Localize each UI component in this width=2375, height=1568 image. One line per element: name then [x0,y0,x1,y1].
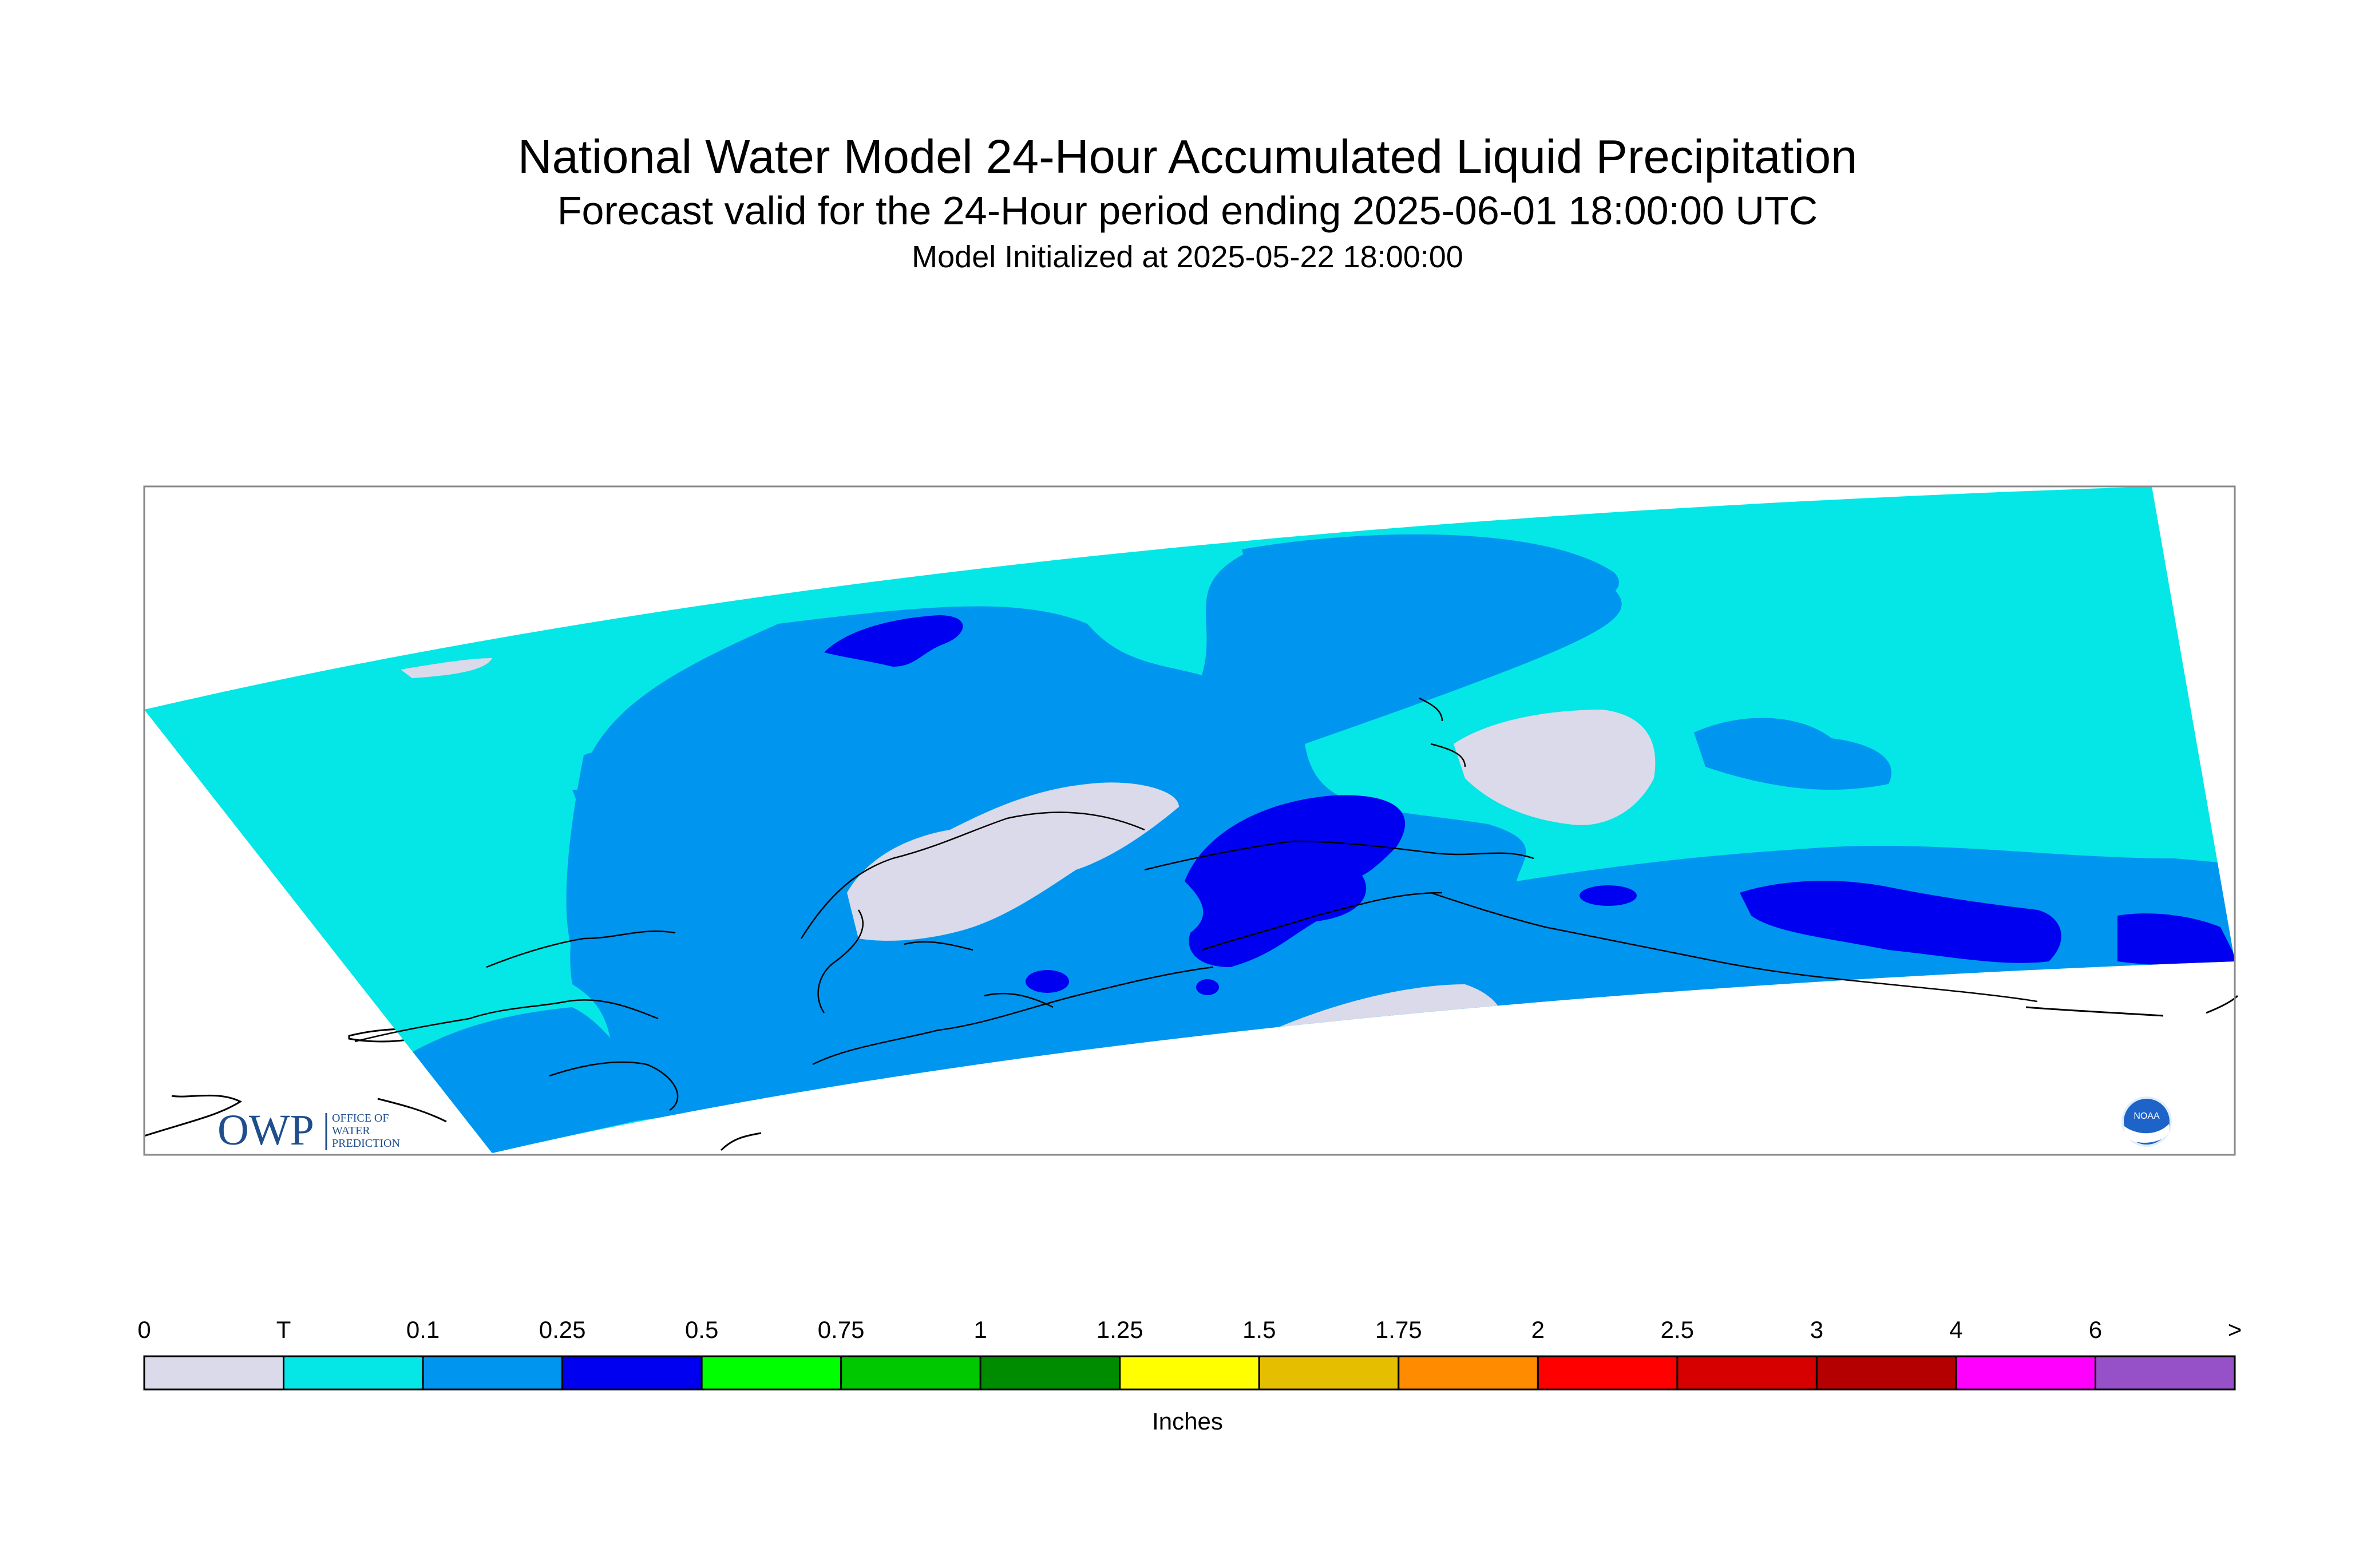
moderate-precip-region-north [824,615,963,667]
legend-tick-label: 4 [1949,1316,1962,1343]
legend-tick-label: 1 [974,1316,987,1343]
no-precip-region-east [1454,710,1656,825]
noaa-logo: NOAA [2121,1096,2172,1147]
no-precip-region-center [847,782,1179,941]
legend-swatch [1398,1355,1539,1391]
legend-tick-label: 1.25 [1097,1316,1143,1343]
moderate-precip-region-center [1185,795,1406,967]
legend-tick-label: 0.5 [685,1316,718,1343]
moderate-precip-spot-2 [1026,970,1069,993]
light-precip-region-west [566,752,616,950]
legend-units: Inches [1152,1408,1223,1435]
moderate-precip-region-east [1740,881,2061,963]
legend-tick-label: 3 [1810,1316,1823,1343]
owp-logo: OWP OFFICE OF WATER PREDICTION [217,1106,400,1154]
light-precip-region-southwest [401,1007,658,1153]
legend-swatch [840,1355,981,1391]
owp-logo-line-3: PREDICTION [332,1137,400,1150]
owp-logo-mark: OWP [217,1106,314,1154]
light-precip-region-east [1694,718,1892,790]
legend-tick-label: 6 [2089,1316,2102,1343]
owp-logo-line-1: OFFICE OF [332,1112,389,1124]
map-frame [143,485,2236,1156]
legend-swatch [1537,1355,1679,1391]
legend-swatch [1955,1355,2096,1391]
legend-swatch [143,1355,285,1391]
legend-tick-label: > [2228,1316,2242,1343]
moderate-precip-spot-3 [1196,979,1219,995]
legend-tick-label: 1.75 [1375,1316,1422,1343]
legend-tick-label: 0.1 [406,1316,440,1343]
map-subtitle: Forecast valid for the 24-Hour period en… [557,188,1818,233]
noaa-logo-wave [2124,1124,2169,1143]
legend-swatch [283,1355,424,1391]
legend-swatch [1815,1355,1957,1391]
legend-swatch [2094,1355,2236,1391]
map-title: National Water Model 24-Hour Accumulated… [517,130,1858,183]
moderate-precip-region-far-east [2117,913,2235,966]
legend-swatch [979,1355,1121,1391]
legend-swatch [700,1355,842,1391]
legend-tick-label: 0.75 [818,1316,865,1343]
noaa-logo-text: NOAA [2133,1111,2160,1121]
legend-tick-label: T [276,1316,291,1343]
legend-swatch [1258,1355,1400,1391]
legend-tick-label: 0 [137,1316,151,1343]
coastline [354,697,2038,1111]
legend-tick-label: 2 [1531,1316,1545,1343]
legend-tick-label: 1.5 [1242,1316,1276,1343]
legend-bar [143,1355,2236,1391]
precipitation-field [144,486,2235,1153]
legend-tick-label: 2.5 [1661,1316,1694,1343]
legend-swatch [1676,1355,1818,1391]
legend-tick-label: 0.25 [539,1316,586,1343]
legend-swatch [422,1355,564,1391]
model-init-text: Model Initialized at 2025-05-22 18:00:00 [912,240,1463,274]
coastline-outside [144,995,2239,1151]
moderate-precip-spot-1 [1580,885,1637,906]
legend-swatch [1119,1355,1260,1391]
legend-swatch [561,1355,703,1391]
legend-labels: 0 T 0.1 0.25 0.5 0.75 1 1.25 1.5 1.75 2 2.5 3 4 6 > [137,1316,2242,1343]
owp-logo-line-2: WATER [332,1124,370,1137]
light-precip-region-north [1242,534,1619,629]
no-precip-region-north [401,658,492,678]
